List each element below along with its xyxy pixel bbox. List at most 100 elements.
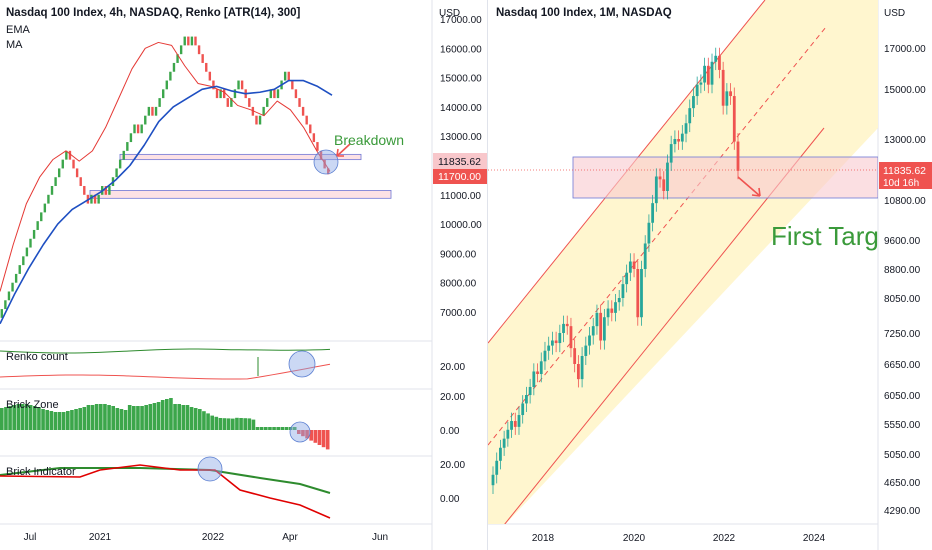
candle-body xyxy=(710,61,714,85)
renko-brick xyxy=(230,98,233,107)
brick-zone-bar xyxy=(321,430,326,448)
right-price-tick: 8800.00 xyxy=(884,265,921,276)
brick-zone-bar xyxy=(173,404,177,430)
brick-zone-bar xyxy=(107,405,111,430)
candle-body xyxy=(628,261,632,273)
right-time-tick: 2020 xyxy=(623,533,646,544)
renko-brick xyxy=(104,186,108,195)
renko-brick xyxy=(298,98,301,107)
arrow-icon xyxy=(737,176,761,197)
renko-brick xyxy=(22,256,25,266)
renko-brick xyxy=(266,98,269,107)
candle-body xyxy=(580,355,584,380)
right-price-tick: 17000.00 xyxy=(884,44,926,55)
candle-body xyxy=(554,340,558,344)
candle-body xyxy=(536,371,539,375)
brick-indicator-tick: 0.00 xyxy=(440,494,460,505)
renko-brick xyxy=(248,98,251,107)
renko-brick xyxy=(68,150,72,160)
candle-body xyxy=(584,345,588,356)
renko-brick xyxy=(323,159,326,169)
brick-zone-bar xyxy=(231,418,235,430)
right-chart: 17000.00 15000.00 13000.00 10800.00 9600.00 8… xyxy=(488,0,926,544)
renko-count-tick: 20.00 xyxy=(440,362,465,373)
right-price-tick: 13000.00 xyxy=(884,135,926,146)
renko-brick xyxy=(79,177,82,187)
right-time-tick: 2022 xyxy=(713,533,736,544)
brick-zone-bar xyxy=(301,430,305,437)
candle-body xyxy=(495,460,499,475)
right-currency-label: USD xyxy=(884,8,905,19)
candle-body xyxy=(654,176,658,204)
brick-zone-bar xyxy=(37,407,41,430)
left-chart-title: Nasdaq 100 Index, 4h, NASDAQ, Renko [ATR… xyxy=(6,7,301,19)
left-price-tick: 11000.00 xyxy=(440,191,481,202)
right-price-tick: 9600.00 xyxy=(884,236,921,247)
brick-zone-bar xyxy=(78,408,82,430)
candle-body xyxy=(588,335,591,346)
renko-brick xyxy=(18,265,21,274)
brick-zone-bar xyxy=(148,404,153,430)
renko-brick xyxy=(32,229,36,239)
candle-body xyxy=(677,139,681,142)
renko-brick xyxy=(7,291,11,301)
brick-zone-bar xyxy=(49,411,54,430)
candle-body xyxy=(521,403,525,416)
right-price-tick: 7250.00 xyxy=(884,329,921,340)
brick-zone-bar xyxy=(193,408,198,430)
renko-brick xyxy=(169,71,172,81)
left-time-tick: Jun xyxy=(372,532,388,543)
left-currency-label: USD xyxy=(439,8,460,19)
candle-body xyxy=(502,438,506,448)
renko-brick xyxy=(129,133,133,143)
renko-brick xyxy=(154,106,158,116)
right-time-tick: 2018 xyxy=(532,533,555,544)
renko-brick xyxy=(262,106,265,116)
candle-body xyxy=(632,261,636,269)
candle-body xyxy=(666,162,669,191)
renko-brick xyxy=(133,124,136,134)
candle-body xyxy=(703,65,706,83)
brick-zone-bar xyxy=(169,398,173,430)
renko-brick xyxy=(43,203,47,213)
candle-body xyxy=(673,139,677,145)
candle-body xyxy=(699,82,703,85)
right-plot-area xyxy=(488,0,878,524)
renko-brick xyxy=(301,106,305,116)
brick-zone-bar xyxy=(136,406,140,430)
candle-body xyxy=(558,333,562,344)
renko-brick xyxy=(0,309,3,318)
renko-brick xyxy=(162,89,165,99)
legend-ema: EMA xyxy=(6,24,31,36)
renko-brick xyxy=(172,62,176,72)
renko-brick xyxy=(212,80,215,90)
renko-brick xyxy=(273,89,276,99)
brick-zone-bar xyxy=(276,427,280,430)
brick-zone-bar xyxy=(66,411,70,430)
brick-zone-bar xyxy=(4,407,8,430)
brick-zone-bar xyxy=(115,408,120,430)
renko-brick xyxy=(151,106,154,116)
brick-zone-bar xyxy=(41,409,45,430)
candle-body xyxy=(591,326,595,336)
candle-body xyxy=(692,96,695,109)
renko-brick xyxy=(316,142,319,151)
right-price-tick: 8050.00 xyxy=(884,294,921,305)
brick-zone-bar xyxy=(111,406,115,430)
brick-zone-bar xyxy=(239,418,243,430)
renko-brick xyxy=(115,168,118,178)
brick-zone-bar xyxy=(251,419,256,430)
left-chart: 17000.00 16000.00 15000.00 14000.00 13000.00… xyxy=(0,15,482,543)
candle-body xyxy=(695,84,699,97)
ma-line xyxy=(0,79,333,325)
renko-brick xyxy=(283,71,287,81)
brick-zone-bar xyxy=(268,427,272,430)
renko-brick xyxy=(140,124,143,134)
renko-brick xyxy=(305,115,308,125)
brick-zone-bar xyxy=(45,410,49,430)
renko-brick xyxy=(97,194,100,204)
renko-brick xyxy=(187,36,190,46)
right-last-price: 11835.62 xyxy=(883,165,926,177)
right-price-tick: 4650.00 xyxy=(884,478,921,489)
